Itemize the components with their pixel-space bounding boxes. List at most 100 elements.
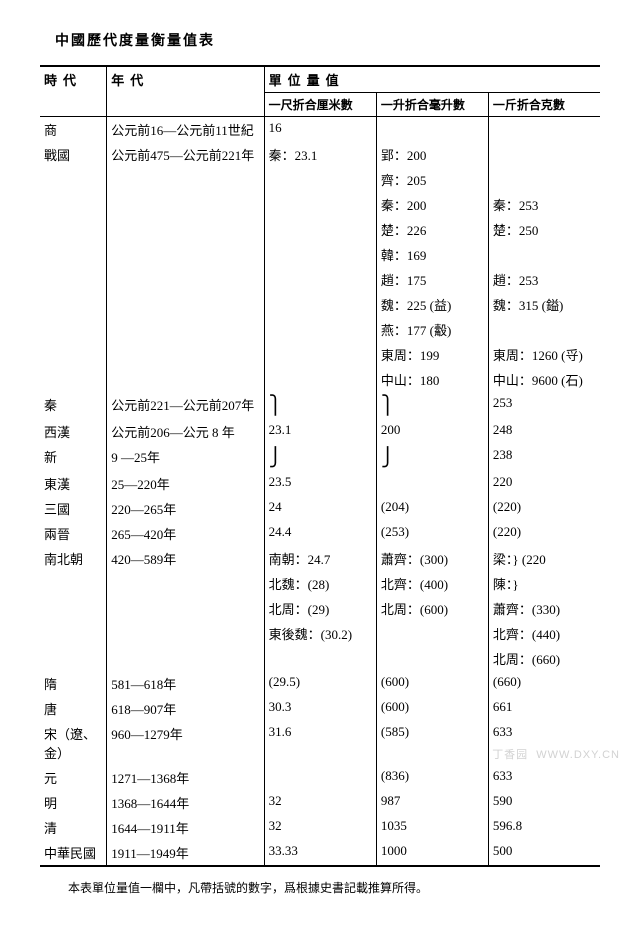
cell [376,621,488,646]
cell: 唐 [40,696,107,721]
cell: 1911—1949年 [107,840,264,866]
cell: 596.8 [488,815,600,840]
cell: (253) [376,521,488,546]
cell: 中華民國 [40,840,107,866]
cell: 郢：200 [376,142,488,167]
cell: 中山：180 [376,367,488,392]
cell: (220) [488,521,600,546]
cell: 秦：200 [376,192,488,217]
cell: 16 [264,117,376,143]
cell: 633 [488,765,600,790]
cell: 1000 [376,840,488,866]
cell: 420—589年 [107,546,264,571]
cell: 東漢 [40,471,107,496]
cell: 1368—1644年 [107,790,264,815]
cell: 秦 [40,392,107,419]
cell: 公元前16—公元前11世紀 [107,117,264,143]
cell: 蕭齊：(330) [488,596,600,621]
cell: 明 [40,790,107,815]
cell: 魏：225 (益) [376,292,488,317]
cell: 燕：177 (觳) [376,317,488,342]
cell: 25—220年 [107,471,264,496]
header-unit-group: 單位量值 [264,66,600,93]
cell: 東周：1260 (寽) [488,342,600,367]
cell: 618—907年 [107,696,264,721]
cell: 戰國 [40,142,107,167]
header-sheng: 一升折合毫升數 [376,93,488,117]
cell: 清 [40,815,107,840]
cell: 秦：23.1 [264,142,376,167]
cell: 南朝：24.7 [264,546,376,571]
cell: 蕭齊：(300) [376,546,488,571]
cell: 公元前221—公元前207年 [107,392,264,419]
cell: 兩晉 [40,521,107,546]
header-chi: 一尺折合厘米數 [264,93,376,117]
title: 中國歷代度量衡量值表 [55,30,600,50]
cell [376,646,488,671]
cell: (585) [376,721,488,765]
watermark: 丁香园 WWW.DXY.CN [492,746,620,762]
cell: (29.5) [264,671,376,696]
cell: 北齊：(400) [376,571,488,596]
cell: 北周：(660) [488,646,600,671]
cell: 33.33 [264,840,376,866]
cell: 9 —25年 [107,444,264,471]
header-years: 年代 [107,66,264,117]
cell: 220—265年 [107,496,264,521]
cell: 220 [488,471,600,496]
cell: 秦：253 [488,192,600,217]
cell: 陳：} [488,571,600,596]
cell: 238 [488,444,600,471]
cell: 商 [40,117,107,143]
watermark-cn: 丁香园 [492,749,528,761]
header-era: 時代 [40,66,107,117]
cell: 中山：9600 (石) [488,367,600,392]
cell: 24.4 [264,521,376,546]
cell: 韓：169 [376,242,488,267]
cell [376,117,488,143]
cell: 30.3 [264,696,376,721]
cell: (600) [376,696,488,721]
cell: 987 [376,790,488,815]
cell: 公元前475—公元前221年 [107,142,264,167]
cell: 23.5 [264,471,376,496]
cell: (600) [376,671,488,696]
cell: (836) [376,765,488,790]
cell: 500 [488,840,600,866]
cell: 三國 [40,496,107,521]
cell [488,242,600,267]
cell [376,471,488,496]
cell: (204) [376,496,488,521]
cell: 北魏：(28) [264,571,376,596]
cell: 31.6 [264,721,376,765]
cell: 楚：226 [376,217,488,242]
cell: 581—618年 [107,671,264,696]
cell: 590 [488,790,600,815]
cell: 1644—1911年 [107,815,264,840]
header-jin: 一斤折合克數 [488,93,600,117]
cell: 南北朝 [40,546,107,571]
cell: 宋（遼、金） [40,721,107,765]
watermark-en: WWW.DXY.CN [536,749,620,761]
cell: 32 [264,815,376,840]
cell: 1271—1368年 [107,765,264,790]
cell: 梁：} (220 [488,546,600,571]
cell: 趙：175 [376,267,488,292]
cell: 楚：250 [488,217,600,242]
cell: 265—420年 [107,521,264,546]
cell: 東後魏：(30.2) [264,621,376,646]
cell [488,317,600,342]
cell: 北齊：(440) [488,621,600,646]
cell [488,167,600,192]
cell: 253 [488,392,600,419]
cell: 661 [488,696,600,721]
cell: 新 [40,444,107,471]
cell [264,646,376,671]
cell: 西漢 [40,419,107,444]
cell: 24 [264,496,376,521]
cell [264,765,376,790]
cell: 元 [40,765,107,790]
cell [488,117,600,143]
cell: 北周：(600) [376,596,488,621]
cell: 趙：253 [488,267,600,292]
